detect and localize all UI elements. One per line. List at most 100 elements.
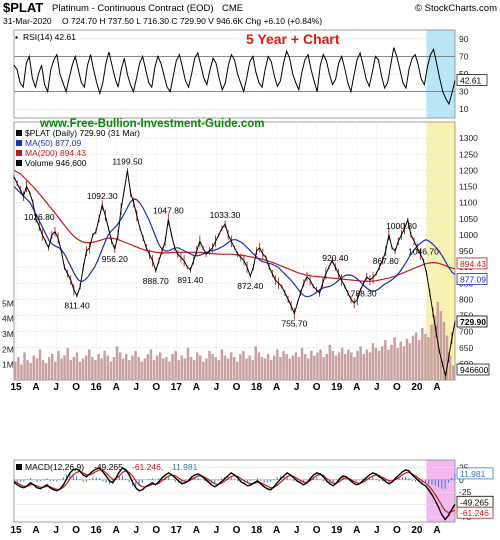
volume-bar <box>165 357 168 380</box>
x-tick-label: 18 <box>251 382 263 393</box>
x-tick-label: O <box>72 525 80 536</box>
macd-tick-label: 25 <box>459 462 469 472</box>
volume-bar <box>183 358 187 380</box>
volume-bar <box>294 352 298 380</box>
price-annotation: 867.80 <box>373 256 399 266</box>
x-tick-label: A <box>113 382 120 393</box>
macd-legend-swatch <box>16 464 22 470</box>
volume-bar <box>223 355 227 380</box>
volume-bar <box>26 360 29 380</box>
volume-bar <box>168 361 171 380</box>
ohlc-label: O 724.70 H 737.50 L 716.30 C 729.90 V 94… <box>62 16 322 26</box>
price-annotation: 1046.70 <box>408 247 439 257</box>
volume-bar <box>118 352 122 380</box>
macd-value-tag <box>456 506 494 519</box>
x-tick-label: 16 <box>91 382 103 393</box>
legend-swatch <box>16 160 22 166</box>
volume-bar <box>291 355 295 380</box>
x-tick-label: A <box>353 382 360 393</box>
macd-legend-hist: 11.981 <box>172 462 198 472</box>
x-tick-label: J <box>133 382 139 393</box>
volume-bar <box>310 350 313 380</box>
legend-swatch <box>16 140 22 146</box>
volume-bar <box>263 358 267 380</box>
volume-tick-label: 1M <box>2 360 14 370</box>
volume-bar <box>303 354 307 380</box>
volume-bar <box>368 352 372 380</box>
x-tick-label: 19 <box>331 525 343 536</box>
volume-bar <box>106 355 109 380</box>
x-tick-label: J <box>214 382 220 393</box>
x-tick-label: O <box>393 382 401 393</box>
legend-item: MA(50) 877.09 <box>25 138 81 148</box>
x-tick-label: A <box>273 382 280 393</box>
price-annotation: 872.40 <box>237 281 263 291</box>
volume-bar <box>205 358 208 380</box>
price-annotation: 1000.80 <box>386 221 417 231</box>
macd-legend-value: -49.265, <box>94 462 125 472</box>
x-tick-label: 18 <box>251 525 263 536</box>
volume-bar <box>23 352 26 380</box>
volume-bar <box>451 365 455 380</box>
x-tick-label: A <box>353 525 360 536</box>
volume-bar <box>251 360 254 380</box>
volume-bar <box>331 350 335 380</box>
legend-swatch <box>16 150 22 156</box>
volume-bar <box>208 350 211 380</box>
volume-bar <box>196 352 199 380</box>
volume-bar <box>322 357 325 380</box>
x-tick-label: O <box>72 382 80 393</box>
volume-bar <box>374 347 378 380</box>
volume-bar <box>44 363 48 380</box>
volume-bar <box>137 357 140 380</box>
volume-bar <box>121 358 125 380</box>
volume-bar <box>408 343 412 380</box>
x-tick-label: J <box>53 382 59 393</box>
rsi-tick-label: 30 <box>459 87 469 97</box>
volume-bar <box>445 335 449 380</box>
volume-bar <box>424 334 427 380</box>
promo-title: 5 Year + Chart <box>246 31 340 47</box>
macd-value-tag <box>456 467 494 480</box>
macd-value-tag-text: -61.246 <box>460 508 489 518</box>
price-panel: 6006507007508008509009501000105011001150… <box>2 0 490 381</box>
volume-bar <box>442 321 446 380</box>
volume-bar <box>229 352 233 380</box>
x-tick-label: O <box>233 382 241 393</box>
price-value-tag <box>456 273 488 285</box>
volume-bar <box>381 346 384 380</box>
price-annotation: 888.70 <box>143 276 169 286</box>
x-axis-main: 15 A J O 16 A J O 17 A J O 18 A J O 19 A J O 20 A <box>10 382 440 393</box>
volume-bar <box>128 360 131 380</box>
volume-bar <box>202 361 205 380</box>
volume-bar <box>14 361 17 380</box>
price-value-tag-text: 729.90 <box>460 317 486 327</box>
price-tick-label: 1200 <box>459 165 478 175</box>
macd-frame <box>13 459 456 523</box>
x-tick-label: A <box>193 382 200 393</box>
x-tick-label: A <box>433 525 440 536</box>
exchange-label: CME <box>222 3 243 14</box>
rsi-tick-label: 50 <box>459 69 469 79</box>
volume-bar <box>81 358 85 380</box>
volume-bar <box>233 357 236 380</box>
volume-bar <box>418 340 421 380</box>
x-tick-label: 19 <box>331 382 343 393</box>
volume-bar <box>328 344 332 380</box>
volume-bar <box>152 360 156 380</box>
volume-tick-label: 5M <box>2 298 14 308</box>
volume-bar <box>186 347 190 380</box>
x-tick-label: J <box>294 525 300 536</box>
volume-bar <box>97 354 100 380</box>
x-tick-label: A <box>32 525 39 536</box>
volume-bar <box>340 347 344 380</box>
x-tick-label: A <box>113 525 120 536</box>
volume-bar <box>54 361 57 380</box>
volume-bar <box>236 361 239 380</box>
price-tick-label: 1050 <box>459 214 478 224</box>
volume-bar <box>344 354 347 380</box>
volume-tick-label: 3M <box>2 329 14 339</box>
rsi-legend-title: RSI(14) 42.61 <box>23 32 76 42</box>
macd-legend-signal: -61.246, <box>132 462 163 472</box>
